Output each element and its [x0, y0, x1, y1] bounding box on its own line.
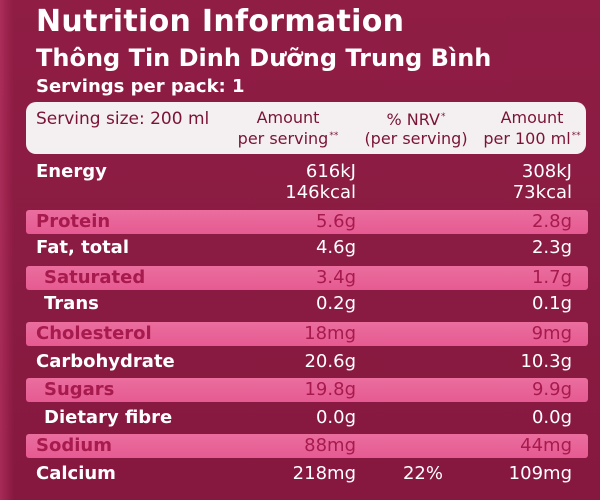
serving-size-label: Serving size: 200 ml [36, 109, 210, 129]
label-subtitle: Thông Tin Dinh Dưỡng Trung Bình [36, 44, 492, 72]
header-amount-per-100ml: Amount per 100 ml** [476, 108, 588, 148]
nutrient-name: Fat, total [36, 237, 129, 258]
energy-kcal-per-100ml: 73kcal [512, 182, 572, 203]
table-row: Sugars 19.8g 9.9g [26, 378, 588, 402]
amount-per-serving: 4.6g [315, 237, 356, 258]
footnote-mark: * [440, 112, 446, 122]
footnote-mark: ** [329, 131, 339, 141]
amount-per-serving: 19.8g [304, 379, 356, 400]
table-row: Cholesterol 18mg 9mg [26, 322, 588, 346]
servings-per-pack: Servings per pack: 1 [36, 76, 245, 97]
nutrient-name: Dietary fibre [44, 407, 173, 428]
header-nrv-line1: % NRV* [360, 108, 472, 129]
table-row: Dietary fibre 0.0g 0.0g [26, 406, 588, 430]
amount-per-serving: 0.0g [315, 407, 356, 428]
table-row: Sodium 88mg 44mg [26, 434, 588, 458]
nutrient-name: Carbohydrate [36, 351, 175, 372]
table-row-energy: Energy 616kJ 308kJ 146kcal 73kcal [26, 160, 588, 206]
amount-per-serving: 3.4g [315, 267, 356, 288]
table-row: Saturated 3.4g 1.7g [26, 266, 588, 290]
amount-per-serving: 88mg [304, 435, 356, 456]
nutrient-name: Saturated [44, 267, 146, 288]
header-amount-per-serving: Amount per serving** [234, 108, 342, 148]
table-row: Protein 5.6g 2.8g [26, 210, 588, 234]
label-title: Nutrition Information [36, 4, 405, 39]
energy-kj-per-100ml: 308kJ [521, 161, 572, 182]
nutrient-name: Trans [44, 293, 99, 314]
header-nrv: % NRV* (per serving) [360, 108, 472, 148]
amount-per-100ml: 1.7g [531, 267, 572, 288]
amount-per-100ml: 2.3g [531, 237, 572, 258]
nutrient-name: Protein [36, 211, 111, 232]
amount-per-100ml: 44mg [520, 435, 572, 456]
header-amount100-line2-text: per 100 ml [483, 129, 571, 148]
header-amount-line1: Amount [256, 108, 320, 127]
nutrient-name: Cholesterol [36, 323, 152, 344]
amount-per-100ml: 109mg [508, 463, 572, 484]
nutrient-name: Calcium [36, 463, 116, 484]
amount-per-100ml: 0.0g [531, 407, 572, 428]
nutrient-name: Sugars [44, 379, 115, 400]
header-nrv-line2: (per serving) [364, 129, 468, 148]
header-amount100-line1: Amount [500, 108, 564, 127]
amount-per-100ml: 9mg [531, 323, 572, 344]
table-header: Serving size: 200 ml Amount per serving*… [26, 102, 586, 154]
amount-per-serving: 218mg [292, 463, 356, 484]
footnote-mark: ** [571, 131, 581, 141]
nutrient-name: Sodium [36, 435, 112, 456]
amount-per-serving: 20.6g [304, 351, 356, 372]
amount-per-serving: 18mg [304, 323, 356, 344]
nutrient-name: Energy [36, 161, 107, 182]
amount-per-serving: 5.6g [315, 211, 356, 232]
amount-per-100ml: 0.1g [531, 293, 572, 314]
amount-per-serving: 0.2g [315, 293, 356, 314]
header-nrv-line1-text: % NRV [386, 110, 440, 129]
table-row: Carbohydrate 20.6g 10.3g [26, 350, 588, 374]
table-row: Calcium 218mg 22% 109mg [26, 462, 588, 486]
header-amount-line2: per serving** [234, 127, 342, 148]
header-amount100-line2: per 100 ml** [476, 127, 588, 148]
header-amount-line2-text: per serving [237, 129, 329, 148]
amount-per-100ml: 10.3g [520, 351, 572, 372]
table-row: Trans 0.2g 0.1g [26, 292, 588, 316]
amount-per-100ml: 2.8g [531, 211, 572, 232]
table-row: Fat, total 4.6g 2.3g [26, 236, 588, 260]
energy-kj-per-serving: 616kJ [305, 161, 356, 182]
nrv-percent: 22% [402, 463, 443, 484]
energy-kcal-per-serving: 146kcal [285, 182, 356, 203]
package-edge [0, 0, 14, 500]
amount-per-100ml: 9.9g [531, 379, 572, 400]
